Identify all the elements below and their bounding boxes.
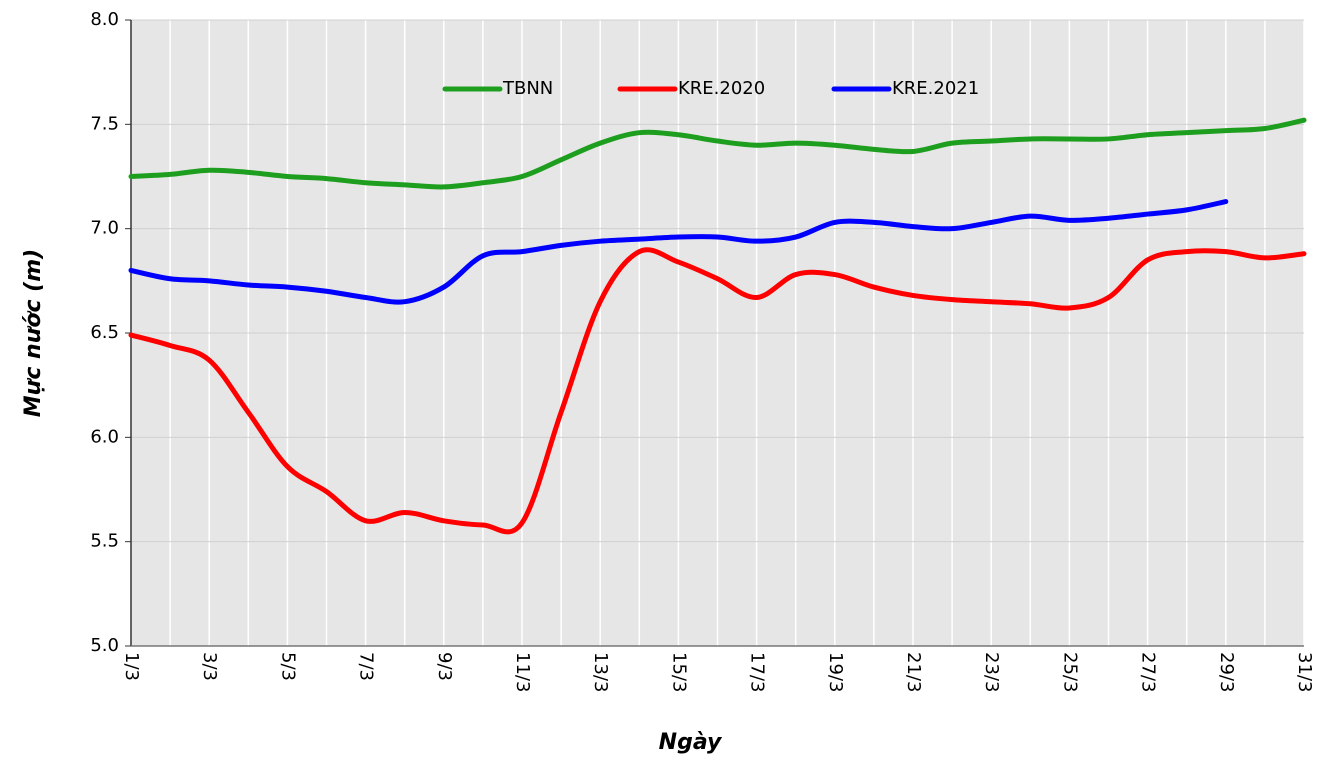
y-tick-label: 5.0 <box>90 635 119 656</box>
x-tick-label: 19/3 <box>825 652 846 692</box>
y-tick-label: 8.0 <box>90 9 119 30</box>
series-line <box>128 117 1307 190</box>
legend-label: KRE.2021 <box>892 78 979 99</box>
x-tick-label: 15/3 <box>668 652 689 692</box>
x-tick-label: 5/3 <box>277 652 298 681</box>
x-tick-label: 7/3 <box>356 652 377 681</box>
x-tick-label: 21/3 <box>903 652 924 692</box>
x-tick-label: 3/3 <box>199 652 220 681</box>
y-tick-label: 7.5 <box>90 113 119 134</box>
x-tick-label: 27/3 <box>1138 652 1159 692</box>
x-axis-title: Ngày <box>659 730 723 755</box>
legend-label: KRE.2020 <box>678 78 765 99</box>
x-tick-label: 13/3 <box>590 652 611 692</box>
y-tick-label: 6.5 <box>90 322 119 343</box>
series-line <box>128 247 1307 535</box>
x-tick-label: 9/3 <box>434 652 455 681</box>
x-tick-label: 31/3 <box>1294 652 1315 692</box>
y-tick-label: 7.0 <box>90 218 119 239</box>
y-axis-title: Mực nước (m) <box>21 249 46 417</box>
series-line <box>128 199 1229 305</box>
y-tick-label: 6.0 <box>90 426 119 447</box>
legend-label: TBNN <box>502 78 553 99</box>
x-tick-label: 23/3 <box>981 652 1002 692</box>
y-tick-label: 5.5 <box>90 531 119 552</box>
x-tick-label: 25/3 <box>1059 652 1080 692</box>
x-tick-label: 1/3 <box>121 652 142 681</box>
x-tick-label: 11/3 <box>512 652 533 692</box>
x-tick-label: 29/3 <box>1216 652 1237 692</box>
x-tick-label: 17/3 <box>747 652 768 692</box>
